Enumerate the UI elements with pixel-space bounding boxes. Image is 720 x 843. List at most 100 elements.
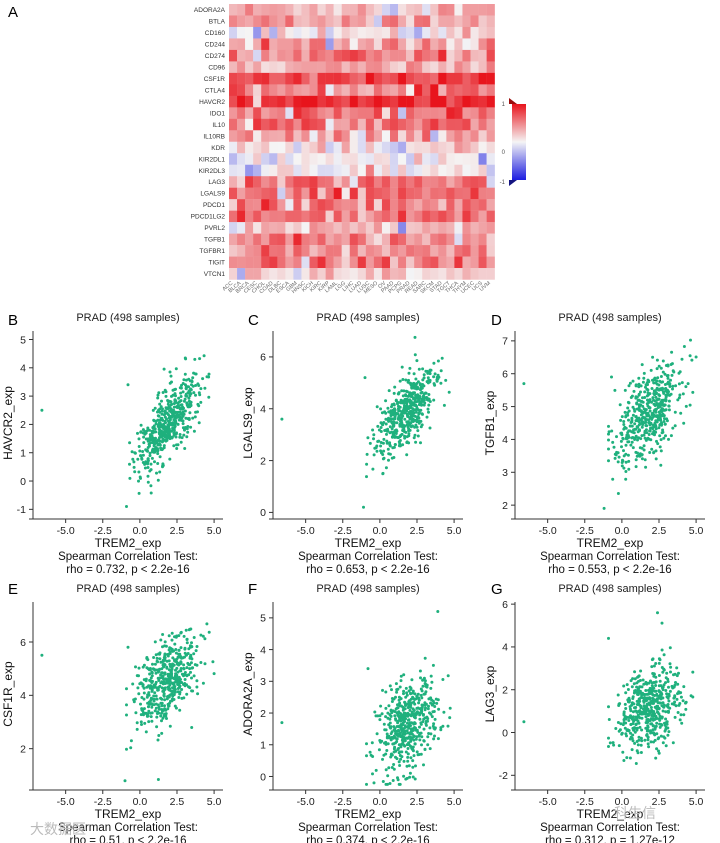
heatmap-cell xyxy=(373,164,383,177)
scatter-point xyxy=(375,732,379,736)
scatter-point xyxy=(188,644,192,648)
scatter-point xyxy=(388,721,392,725)
x-tick-label: -2.5 xyxy=(576,525,594,537)
scatter-point xyxy=(391,742,395,746)
scatter-point xyxy=(384,399,388,403)
scatter-point xyxy=(401,715,404,719)
scatter-point xyxy=(675,666,679,670)
scatter-point xyxy=(177,696,181,699)
scatter-point xyxy=(658,718,662,722)
scatter-point xyxy=(410,403,414,407)
scatter-point xyxy=(644,465,648,469)
heatmap-cell xyxy=(269,222,278,234)
scatter-point xyxy=(401,705,405,709)
heatmap-cell xyxy=(301,256,310,269)
scatter-point xyxy=(182,378,186,382)
scatter-point xyxy=(158,652,162,656)
scatter-point xyxy=(130,450,134,454)
scatter-point xyxy=(686,382,690,386)
heatmap-cell xyxy=(398,49,407,62)
x-tick-label: 2.5 xyxy=(652,796,667,808)
heatmap-cell xyxy=(478,233,487,246)
heatmap-cell xyxy=(229,222,238,234)
scatter-point xyxy=(406,718,410,722)
heatmap-cell xyxy=(309,118,318,131)
heatmap-cell xyxy=(357,187,367,200)
heatmap-cell xyxy=(341,141,350,154)
scatter-point xyxy=(173,642,177,646)
scatter-point xyxy=(178,407,182,411)
scatter-point xyxy=(610,429,614,433)
heatmap-cell xyxy=(229,153,238,165)
heatmap-cell xyxy=(341,49,350,62)
heatmap-cell xyxy=(309,210,318,223)
scatter-point xyxy=(154,422,158,426)
caption-rho-p: rho = 0.553, p < 2.2e-16 xyxy=(548,564,671,576)
scatter-point xyxy=(405,736,409,740)
scatter-point xyxy=(651,672,655,675)
heatmap-cell xyxy=(470,15,479,28)
scatter-point xyxy=(396,714,400,717)
scatter-point xyxy=(169,672,173,675)
scatter-point xyxy=(401,394,405,398)
heatmap-cell xyxy=(333,49,342,62)
heatmap-cell xyxy=(253,187,262,200)
heatmap-cell xyxy=(253,95,262,108)
scatter-point xyxy=(409,421,413,425)
heatmap-cell xyxy=(237,118,246,131)
scatter-point xyxy=(188,667,192,671)
scatter-point xyxy=(667,699,671,703)
scatter-point xyxy=(177,655,181,659)
heatmap-cell xyxy=(430,210,439,223)
scatter-point xyxy=(422,739,426,743)
heatmap-cell xyxy=(237,15,246,28)
scatter-point xyxy=(659,380,663,384)
scatter-point xyxy=(392,734,396,738)
scatter-point xyxy=(183,409,187,413)
scatter-point xyxy=(386,406,390,410)
heatmap-cell xyxy=(430,26,439,39)
scatter-point xyxy=(417,733,421,737)
heatmap-cell xyxy=(253,84,262,97)
heatmap-cell xyxy=(470,72,479,85)
scatter-point xyxy=(159,405,163,409)
scatter-point xyxy=(382,456,386,460)
scatter-point xyxy=(390,753,394,757)
heatmap-cell xyxy=(486,233,495,246)
heatmap-cell xyxy=(301,61,310,74)
heatmap-cell xyxy=(341,118,350,131)
scatter-point xyxy=(384,728,388,732)
heatmap-row-label: KDR xyxy=(211,145,225,152)
scatter-point xyxy=(680,721,684,725)
heatmap-cell xyxy=(414,49,423,62)
scatter-point xyxy=(393,421,396,425)
scatter-point xyxy=(185,435,189,439)
scatter-point xyxy=(675,697,679,701)
scatter-point xyxy=(388,425,392,429)
heatmap-cell xyxy=(406,164,415,177)
scatter-point xyxy=(612,743,616,747)
heatmap-cell xyxy=(261,164,270,177)
scatter-point xyxy=(179,395,183,398)
heatmap-cell xyxy=(462,4,471,16)
scatter-point xyxy=(164,708,168,712)
scatter-point xyxy=(382,421,386,424)
scatter-point xyxy=(160,671,164,675)
scatter-point xyxy=(174,387,177,391)
scatter-point xyxy=(644,383,648,387)
scatter-point xyxy=(431,724,435,728)
heatmap-cell xyxy=(446,15,455,28)
heatmap-cell xyxy=(381,245,391,257)
heatmap-cell xyxy=(317,176,326,188)
heatmap-cell xyxy=(285,84,294,97)
scatter-point xyxy=(656,611,659,615)
scatter-point xyxy=(653,689,657,693)
heatmap-cell xyxy=(341,95,350,108)
scatter-point xyxy=(146,459,150,463)
heatmap-cell xyxy=(438,164,447,177)
scatter-point xyxy=(630,748,634,752)
scatter-point xyxy=(666,388,669,392)
scatter-point xyxy=(191,416,195,420)
scatter-point xyxy=(399,719,403,723)
scatter-panel-F: F PRAD (498 samples)-5.0 -2.5 0.0 2.5 5.00123… xyxy=(241,581,463,843)
